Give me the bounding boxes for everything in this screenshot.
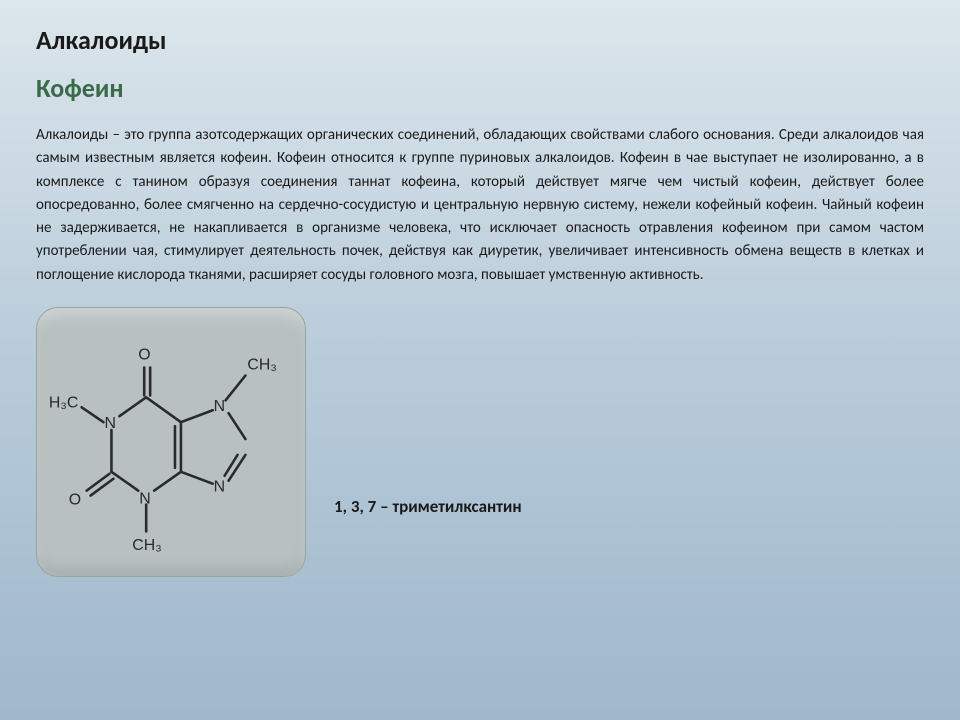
caffeine-structure-icon: O O N N N N H₃C CH₃ CH₃ xyxy=(37,308,305,576)
label-o-left: O xyxy=(69,491,81,508)
label-n3: N xyxy=(139,490,150,507)
molecule-diagram: O O N N N N H₃C CH₃ CH₃ xyxy=(36,307,306,577)
section-heading: Алкалоиды xyxy=(36,24,924,56)
label-ch3-left: H₃C xyxy=(49,394,78,411)
label-o-top: O xyxy=(138,346,150,363)
label-ch3-topright: CH₃ xyxy=(247,356,276,373)
label-ch3-bottom: CH₃ xyxy=(132,537,161,554)
molecule-caption: 1, 3, 7 – триметилксантин xyxy=(334,496,522,517)
label-n7: N xyxy=(214,398,225,415)
subsection-heading: Кофеин xyxy=(36,72,924,104)
label-n9: N xyxy=(214,478,225,495)
figure-row: O O N N N N H₃C CH₃ CH₃ 1, 3, 7 – тримет… xyxy=(36,307,924,577)
label-n1: N xyxy=(104,415,115,432)
body-paragraph: Алкалоиды – это группа азотсодержащих ор… xyxy=(36,124,924,287)
